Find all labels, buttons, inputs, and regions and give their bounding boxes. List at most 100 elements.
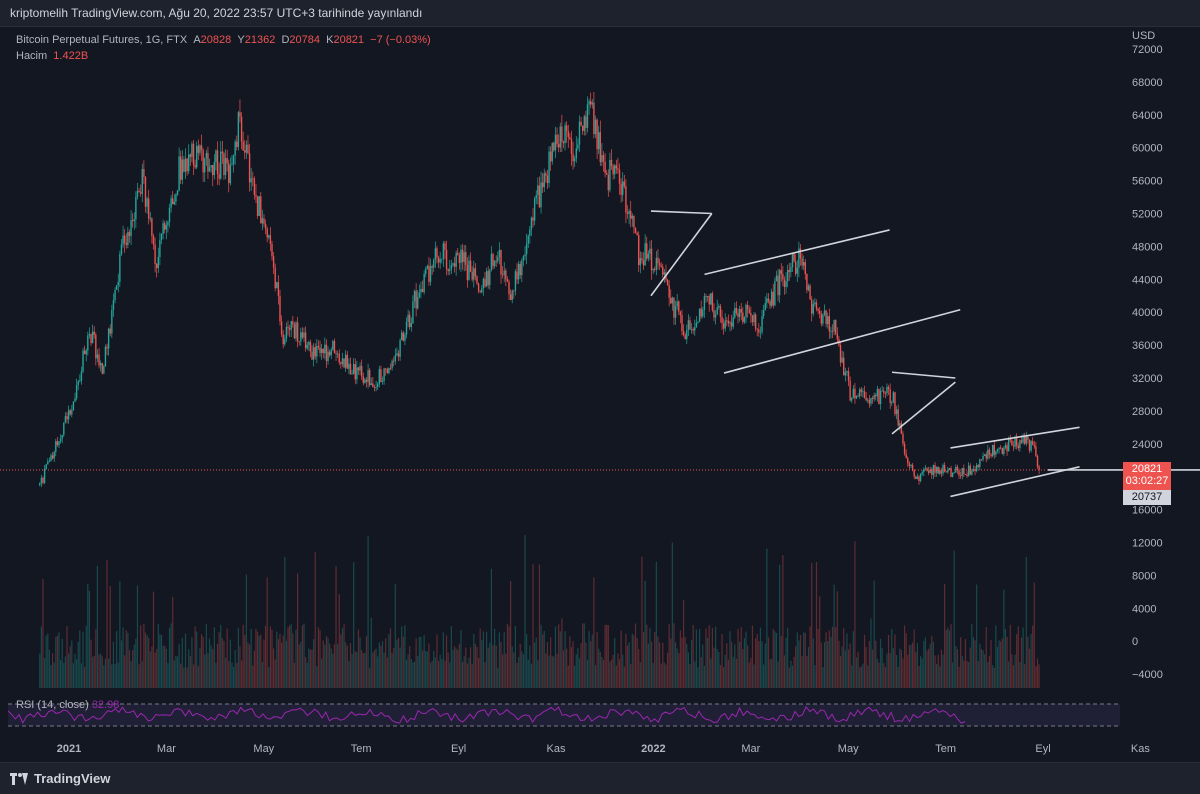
candle-body (578, 121, 581, 145)
candle-body (810, 299, 813, 314)
volume-bar (433, 650, 435, 688)
time-axis[interactable]: 2021 Mar May Tem Eyl Kas 2022 Mar May Tem Eyl Kas (57, 743, 1151, 755)
tradingview-logo[interactable]: TradingView (10, 771, 110, 786)
volume-bar (971, 623, 973, 688)
candle-body (521, 260, 523, 276)
volume-bar (823, 642, 826, 688)
candle-body (509, 294, 512, 301)
candle-body (916, 476, 919, 479)
candle-body (727, 320, 730, 324)
candle-body (567, 131, 569, 138)
volume-bar (740, 627, 742, 688)
volume-bar (737, 628, 739, 688)
volume-bar (799, 635, 802, 688)
volume-bar (698, 628, 701, 688)
volume-bar (1004, 628, 1007, 688)
candle-body (847, 371, 850, 381)
volume-bar (759, 627, 762, 688)
volume-bar (859, 667, 861, 688)
volume-bar (932, 641, 935, 688)
candle-body (524, 254, 526, 257)
candle-body (522, 256, 525, 261)
candle-body (594, 119, 597, 135)
volume-bar (373, 650, 376, 688)
trendlines[interactable] (650, 210, 1200, 498)
brand-name: TradingView (34, 771, 111, 786)
volume-bar (790, 660, 792, 688)
candle-body (335, 352, 337, 354)
candle-body (812, 304, 814, 314)
volume-bar (165, 648, 167, 688)
volume-bar (324, 644, 326, 688)
volume-bar (939, 666, 941, 688)
volume-bar (405, 660, 408, 688)
volume-bar (887, 635, 890, 688)
candle-body (546, 175, 549, 184)
volume-bar (649, 627, 651, 688)
trendline (891, 371, 956, 379)
candle-body (279, 296, 281, 322)
volume-bar (870, 618, 872, 688)
candle-body (87, 335, 89, 351)
candle-body (827, 316, 829, 324)
candle-body (45, 464, 47, 469)
x-tick-label: Mar (741, 743, 760, 755)
rsi-label[interactable]: RSI (14, close) 32.98 (16, 699, 119, 711)
volume-bar (1003, 589, 1005, 688)
candle-body (324, 344, 326, 354)
volume-bar (39, 653, 41, 688)
candle-body (181, 159, 184, 180)
volume-bar (144, 632, 147, 688)
candle-body (553, 142, 555, 151)
volume-bar (775, 633, 778, 688)
candle-body (745, 304, 747, 318)
volume-bar (429, 662, 432, 688)
volume-bar (960, 637, 962, 688)
candle-body (250, 178, 252, 183)
candle-body (999, 447, 1002, 449)
volume-bar (1035, 666, 1037, 688)
volume-bar (228, 660, 230, 688)
candle-body (996, 449, 999, 452)
candle-body (734, 308, 736, 318)
y-tick-label: 48000 (1132, 241, 1163, 253)
volume-bar (668, 624, 670, 688)
price-chart[interactable]: 72000 68000 64000 60000 56000 52000 48000 44000… (0, 26, 1200, 762)
volume-bar (59, 660, 62, 688)
volume-bar (844, 650, 846, 688)
candle-body (388, 367, 390, 374)
candle-body (349, 363, 352, 375)
candle-body (686, 329, 688, 340)
candle-body (796, 267, 798, 274)
candle-body (471, 271, 473, 280)
volume-bar (96, 565, 99, 688)
volume-bar (492, 645, 494, 688)
candle-body (889, 389, 891, 404)
price-axis[interactable]: 72000 68000 64000 60000 56000 52000 48000 44000… (1132, 44, 1163, 681)
volume-bar (381, 641, 384, 688)
candle-body (990, 454, 992, 457)
volume-bar (266, 577, 268, 688)
volume-bar (1009, 624, 1011, 688)
volume-bar (450, 626, 452, 688)
volume-bar (609, 661, 611, 688)
volume-bar (409, 646, 411, 688)
volume-bar (953, 550, 955, 688)
volume-bar (763, 664, 765, 688)
candle-body (162, 223, 164, 235)
candle-body (971, 470, 973, 475)
volume-bar (84, 666, 86, 688)
currency-label[interactable]: USD (1132, 30, 1156, 42)
volume-bar (248, 644, 251, 688)
candle-body (58, 441, 60, 446)
volume-bar (793, 656, 795, 688)
candle-body (421, 288, 424, 292)
volume-bar (479, 628, 481, 688)
symbol-name[interactable]: Bitcoin Perpetual Futures, 1G, FTX (16, 34, 188, 46)
volume-bar (357, 629, 360, 688)
volume-bar (484, 662, 486, 688)
volume-bar (750, 657, 752, 688)
candle-body (344, 354, 347, 368)
candle-body (1011, 440, 1013, 446)
volume-label[interactable]: Hacim (16, 50, 48, 62)
